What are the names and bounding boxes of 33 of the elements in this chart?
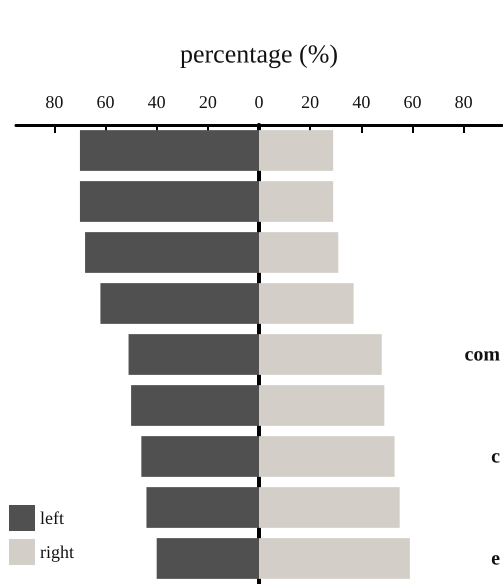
bar <box>156 538 259 579</box>
bar <box>259 436 395 477</box>
x-tick-label: 60 <box>96 92 115 112</box>
y-tick-label: c <box>491 446 500 468</box>
bar <box>100 283 259 324</box>
bar <box>85 232 259 273</box>
x-tick-label: 20 <box>301 92 320 112</box>
legend-label: right <box>40 542 74 562</box>
y-tick-label: com <box>464 344 500 366</box>
bar <box>259 181 334 222</box>
x-tick-label: 40 <box>148 92 166 112</box>
bar <box>259 232 338 273</box>
bar <box>259 385 384 426</box>
x-tick-label: 40 <box>352 92 370 112</box>
bar <box>131 385 259 426</box>
bar <box>80 181 259 222</box>
x-tick-label: 20 <box>198 92 217 112</box>
bar <box>259 283 354 324</box>
legend-label: left <box>40 508 64 528</box>
bar <box>141 436 259 477</box>
bar <box>259 487 400 528</box>
x-tick-label: 0 <box>254 92 264 112</box>
x-tick-label: 60 <box>403 92 422 112</box>
x-tick-label: 80 <box>45 92 64 112</box>
y-tick-label: e <box>491 548 500 570</box>
bar <box>259 334 382 375</box>
bar <box>259 130 334 171</box>
bar <box>146 487 259 528</box>
x-axis-title: percentage (%) <box>180 40 338 68</box>
bar <box>259 538 410 579</box>
bar <box>128 334 259 375</box>
bar <box>80 130 259 171</box>
x-tick-label: 80 <box>454 92 473 112</box>
